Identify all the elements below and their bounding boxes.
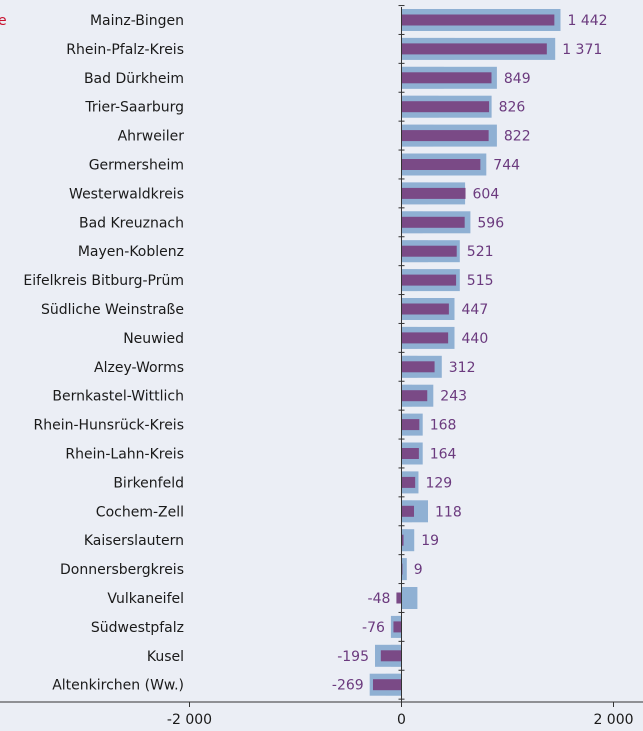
value-label: 440 — [462, 331, 489, 347]
bar-mid — [401, 558, 407, 581]
value-label: 168 — [430, 418, 457, 434]
value-label: -76 — [362, 620, 385, 636]
x-tick-label: 0 — [397, 712, 406, 728]
bars-main-series — [372, 14, 555, 691]
bar-main — [401, 419, 420, 431]
category-label: Donnersbergkreis — [60, 562, 184, 578]
category-label: Vulkaneifel — [107, 591, 184, 607]
bar-main — [401, 43, 547, 55]
value-label: 515 — [467, 273, 494, 289]
value-label: 164 — [430, 447, 457, 463]
value-label: 604 — [473, 186, 500, 202]
category-label: Westerwaldkreis — [69, 186, 184, 202]
bar-main — [401, 390, 428, 402]
bar-main — [401, 448, 419, 459]
value-label: 129 — [425, 475, 452, 491]
value-label: 1 442 — [568, 13, 608, 29]
bar-main — [372, 679, 402, 691]
bar-main — [401, 476, 416, 488]
bar-main — [401, 245, 457, 257]
value-label: 849 — [504, 71, 531, 87]
bar-main — [401, 130, 489, 142]
value-label: 447 — [462, 302, 489, 318]
category-label: Cochem-Zell — [96, 504, 184, 520]
category-label: Mayen-Koblenz — [78, 244, 184, 260]
category-label: Neuwied — [123, 331, 184, 347]
bar-main — [401, 361, 435, 373]
x-tick-label: -2 000 — [167, 712, 212, 728]
category-label: Südliche Weinstraße — [41, 302, 184, 318]
bar-main — [401, 187, 466, 199]
bar-main — [401, 274, 457, 286]
value-labels: 1 442 1 371 849 826 822 744 604 596 521 515 447 440… — [332, 13, 608, 694]
category-label: Kusel — [147, 649, 184, 665]
value-label: 1 371 — [562, 42, 602, 58]
category-label: Altenkirchen (Ww.) — [52, 678, 184, 694]
value-label: 596 — [477, 215, 504, 231]
bar-main — [401, 332, 449, 344]
value-label: -195 — [337, 649, 369, 665]
category-label: Bad Kreuznach — [79, 215, 184, 231]
category-label: Rhein-Hunsrück-Kreis — [33, 418, 184, 434]
category-label: Bernkastel-Wittlich — [52, 389, 184, 405]
category-label: Ahrweiler — [118, 129, 185, 145]
value-label: 744 — [493, 158, 520, 174]
category-label: Bad Dürkheim — [84, 71, 184, 87]
bar-main — [401, 159, 481, 170]
bar-main — [401, 303, 449, 315]
bar-main — [401, 216, 465, 228]
value-label: 822 — [504, 129, 531, 145]
category-label: Birkenfeld — [113, 475, 184, 491]
category-label: Rhein-Pfalz-Kreis — [66, 42, 184, 58]
category-label: Kaiserslautern — [84, 533, 184, 549]
value-label: -269 — [332, 678, 364, 694]
bar-mid — [401, 587, 418, 609]
value-label: 826 — [499, 100, 526, 116]
value-label: 243 — [440, 389, 467, 405]
edge-mark: e — [0, 13, 7, 29]
bar-main — [393, 621, 402, 633]
value-label: 521 — [467, 244, 494, 260]
bar-main — [401, 505, 415, 517]
category-label: Südwestpfalz — [91, 620, 184, 636]
bar-main — [401, 72, 492, 84]
x-tick-label: 2 000 — [593, 712, 633, 728]
category-label: Eifelkreis Bitburg-Prüm — [23, 273, 184, 289]
category-label: Mainz-Bingen — [90, 13, 184, 29]
bar-main — [401, 534, 404, 546]
category-label: Alzey-Worms — [94, 360, 184, 376]
bar-main — [401, 101, 490, 113]
value-label: 9 — [414, 562, 423, 578]
bar-main — [396, 592, 402, 604]
axes — [0, 5, 643, 707]
category-label: Trier-Saarburg — [84, 100, 184, 116]
bar-main — [380, 650, 402, 662]
value-label: -48 — [368, 591, 391, 607]
bar-main — [401, 14, 555, 26]
category-label: Rhein-Lahn-Kreis — [65, 447, 184, 463]
category-labels: Mainz-Bingen Rhein-Pfalz-Kreis Bad Dürkhei… — [23, 13, 184, 694]
value-label: 118 — [435, 504, 462, 520]
bar-mid — [401, 529, 415, 552]
value-label: 312 — [449, 360, 476, 376]
category-label: Germersheim — [89, 158, 184, 174]
value-label: 19 — [421, 533, 439, 549]
